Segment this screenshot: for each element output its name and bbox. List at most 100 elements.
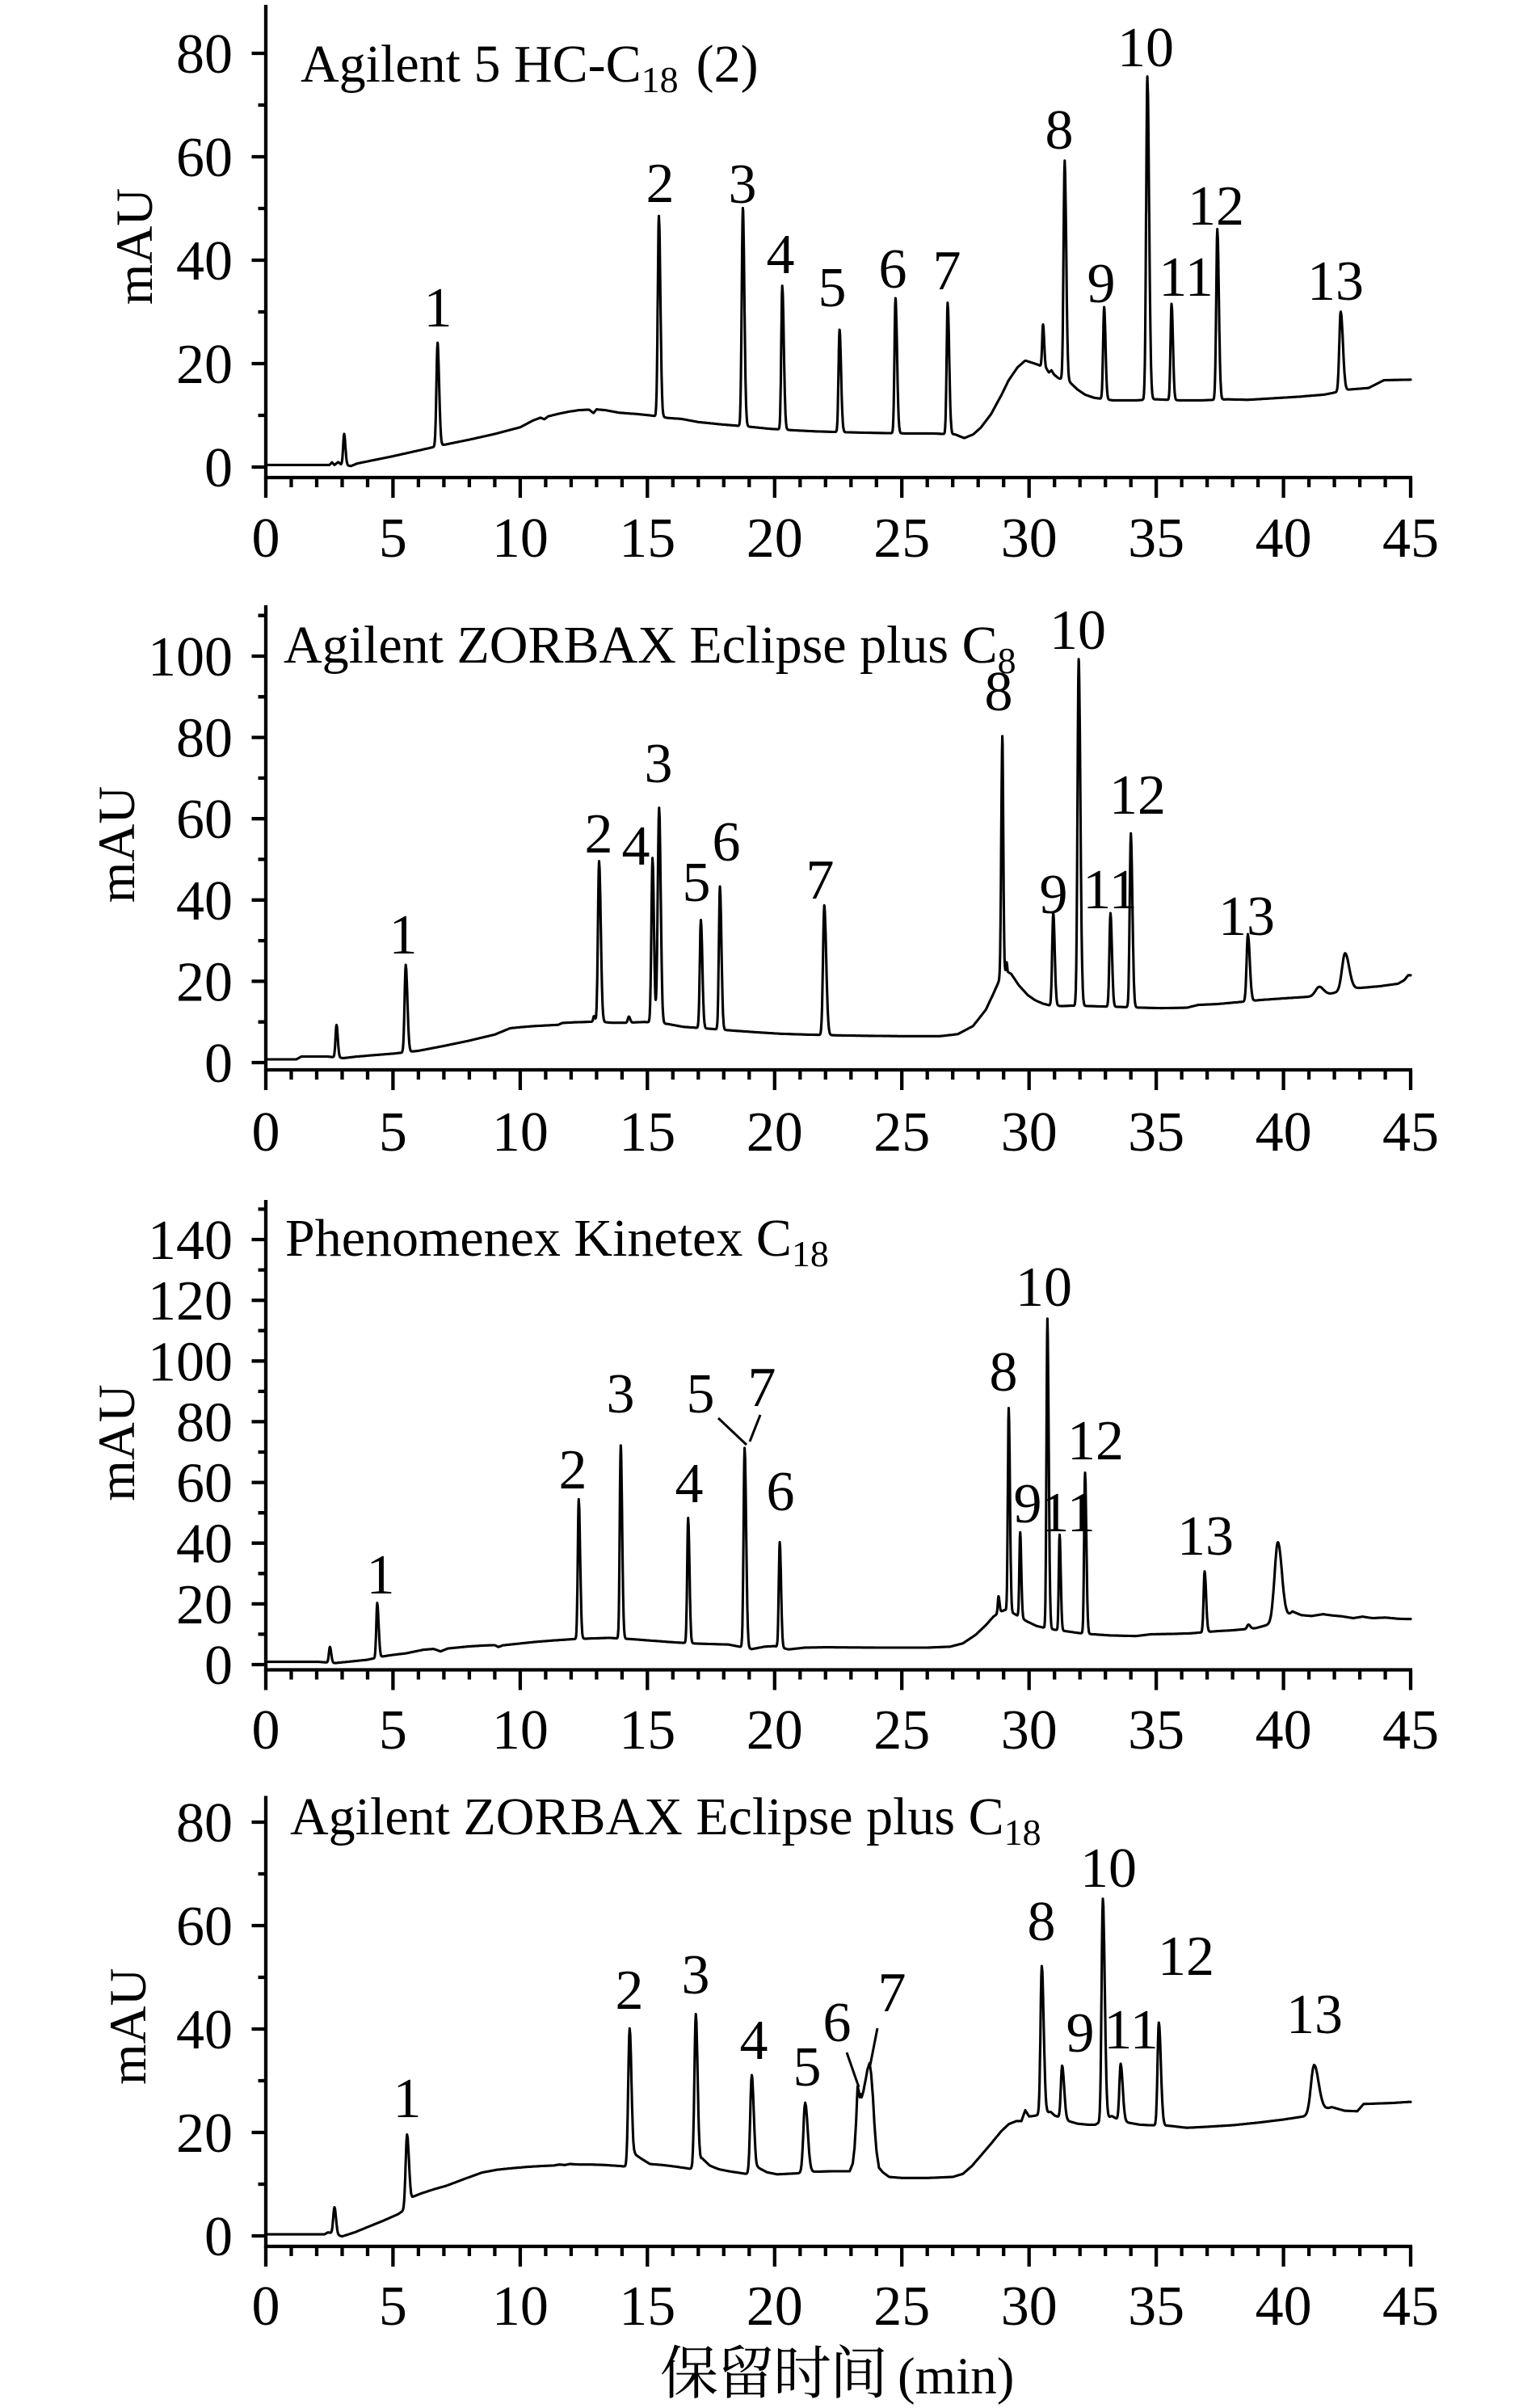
svg-text:Agilent 5 HC-C18 (2): Agilent 5 HC-C18 (2) bbox=[301, 35, 759, 100]
svg-text:80: 80 bbox=[176, 23, 233, 86]
svg-text:4: 4 bbox=[622, 815, 650, 878]
svg-text:2: 2 bbox=[585, 803, 613, 865]
svg-text:25: 25 bbox=[873, 507, 930, 570]
svg-text:60: 60 bbox=[176, 1896, 233, 1958]
svg-text:7: 7 bbox=[878, 1962, 907, 2024]
svg-text:8: 8 bbox=[1045, 99, 1074, 162]
svg-text:5: 5 bbox=[379, 2275, 407, 2338]
svg-text:11: 11 bbox=[1083, 859, 1137, 921]
svg-text:6: 6 bbox=[713, 811, 741, 874]
svg-text:5: 5 bbox=[818, 257, 847, 319]
svg-text:9: 9 bbox=[1040, 864, 1068, 926]
svg-text:mAU: mAU bbox=[99, 1968, 158, 2085]
svg-text:15: 15 bbox=[619, 1101, 675, 1164]
svg-text:4: 4 bbox=[675, 1453, 704, 1515]
svg-text:9: 9 bbox=[1087, 253, 1116, 315]
svg-text:10: 10 bbox=[492, 1699, 549, 1762]
svg-text:10: 10 bbox=[1080, 1838, 1137, 1900]
svg-text:7: 7 bbox=[806, 849, 835, 911]
svg-text:12: 12 bbox=[1158, 1926, 1214, 1988]
svg-text:20: 20 bbox=[747, 1699, 803, 1762]
svg-text:2: 2 bbox=[559, 1439, 587, 1501]
svg-text:3: 3 bbox=[607, 1363, 635, 1425]
svg-text:30: 30 bbox=[1001, 507, 1058, 570]
svg-text:80: 80 bbox=[176, 1391, 233, 1454]
svg-text:0: 0 bbox=[252, 1101, 280, 1164]
svg-text:11: 11 bbox=[1104, 1999, 1158, 2061]
svg-text:40: 40 bbox=[1256, 507, 1312, 570]
svg-text:Agilent ZORBAX Eclipse plus C1: Agilent ZORBAX Eclipse plus C18 bbox=[290, 1787, 1045, 1853]
svg-text:20: 20 bbox=[176, 334, 233, 396]
svg-text:0: 0 bbox=[252, 1699, 280, 1762]
svg-text:8: 8 bbox=[990, 1341, 1018, 1404]
svg-text:100: 100 bbox=[148, 626, 233, 688]
svg-text:mAU: mAU bbox=[88, 1384, 146, 1501]
svg-text:40: 40 bbox=[1256, 1101, 1312, 1164]
svg-text:3: 3 bbox=[682, 1944, 710, 2006]
svg-text:40: 40 bbox=[176, 1513, 233, 1576]
svg-text:11: 11 bbox=[1159, 246, 1213, 309]
svg-text:20: 20 bbox=[747, 2275, 803, 2338]
svg-text:45: 45 bbox=[1382, 507, 1439, 570]
svg-text:20: 20 bbox=[176, 1574, 233, 1636]
svg-text:120: 120 bbox=[148, 1270, 233, 1332]
svg-text:20: 20 bbox=[176, 951, 233, 1013]
svg-text:40: 40 bbox=[1256, 1699, 1312, 1762]
svg-text:2: 2 bbox=[646, 153, 675, 215]
svg-text:15: 15 bbox=[619, 507, 675, 570]
svg-text:4: 4 bbox=[767, 224, 795, 286]
svg-text:35: 35 bbox=[1128, 507, 1184, 570]
svg-text:25: 25 bbox=[873, 1699, 930, 1762]
svg-text:45: 45 bbox=[1382, 1699, 1439, 1762]
svg-text:60: 60 bbox=[176, 1453, 233, 1515]
svg-text:30: 30 bbox=[1001, 1699, 1058, 1762]
svg-text:1: 1 bbox=[389, 904, 418, 966]
svg-text:35: 35 bbox=[1128, 1699, 1184, 1762]
svg-text:5: 5 bbox=[379, 1101, 407, 1164]
svg-text:5: 5 bbox=[379, 507, 407, 570]
svg-text:Agilent ZORBAX Eclipse plus C8: Agilent ZORBAX Eclipse plus C8 bbox=[284, 616, 1020, 681]
svg-text:40: 40 bbox=[176, 1999, 233, 2061]
svg-text:1: 1 bbox=[367, 1544, 395, 1606]
svg-text:5: 5 bbox=[687, 1363, 715, 1425]
svg-text:13: 13 bbox=[1177, 1505, 1234, 1568]
svg-text:13: 13 bbox=[1286, 1984, 1343, 2046]
svg-text:7: 7 bbox=[933, 240, 961, 302]
svg-text:10: 10 bbox=[1050, 600, 1106, 662]
svg-text:80: 80 bbox=[176, 1792, 233, 1854]
svg-text:10: 10 bbox=[1016, 1257, 1072, 1319]
svg-text:7: 7 bbox=[748, 1357, 776, 1419]
svg-text:10: 10 bbox=[492, 1101, 549, 1164]
svg-text:60: 60 bbox=[176, 789, 233, 851]
svg-text:0: 0 bbox=[204, 1635, 233, 1697]
svg-text:6: 6 bbox=[879, 238, 907, 301]
svg-text:40: 40 bbox=[176, 230, 233, 293]
svg-text:30: 30 bbox=[1001, 2275, 1058, 2338]
svg-text:9: 9 bbox=[1066, 2002, 1095, 2065]
svg-text:5: 5 bbox=[793, 2036, 822, 2099]
svg-text:0: 0 bbox=[252, 2275, 280, 2338]
svg-text:30: 30 bbox=[1001, 1101, 1058, 1164]
svg-text:35: 35 bbox=[1128, 1101, 1184, 1164]
svg-text:40: 40 bbox=[1256, 2275, 1312, 2338]
svg-text:11: 11 bbox=[1041, 1482, 1095, 1544]
svg-text:5: 5 bbox=[379, 1699, 407, 1762]
svg-text:(min): (min) bbox=[898, 2347, 1014, 2406]
svg-text:40: 40 bbox=[176, 870, 233, 932]
svg-text:mAU: mAU bbox=[106, 188, 164, 305]
svg-text:20: 20 bbox=[176, 2103, 233, 2165]
svg-text:10: 10 bbox=[492, 2275, 549, 2338]
svg-text:10: 10 bbox=[1117, 17, 1174, 79]
svg-text:80: 80 bbox=[176, 708, 233, 770]
svg-text:45: 45 bbox=[1382, 1101, 1439, 1164]
svg-text:Phenomenex Kinetex C18: Phenomenex Kinetex C18 bbox=[285, 1209, 833, 1274]
svg-text:10: 10 bbox=[492, 507, 549, 570]
svg-text:3: 3 bbox=[729, 154, 757, 216]
svg-text:0: 0 bbox=[204, 1033, 233, 1095]
svg-text:0: 0 bbox=[252, 507, 280, 570]
svg-text:35: 35 bbox=[1128, 2275, 1184, 2338]
svg-text:8: 8 bbox=[1028, 1891, 1056, 1953]
svg-text:25: 25 bbox=[873, 2275, 930, 2338]
svg-text:12: 12 bbox=[1188, 175, 1244, 238]
svg-text:6: 6 bbox=[823, 1992, 852, 2054]
